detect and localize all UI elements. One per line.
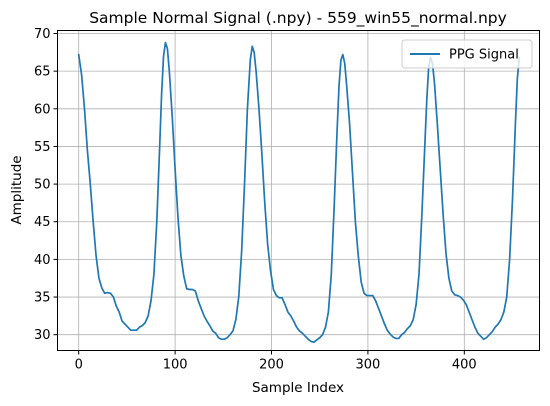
legend-box — [401, 39, 533, 69]
y-tick-label: 40 — [34, 253, 51, 268]
y-tick-label: 45 — [34, 215, 51, 230]
axis-ticks: 0 100 200 300 400 30 35 40 45 50 55 60 65 70 — [34, 27, 477, 372]
y-axis-label: Amplitude — [9, 155, 25, 224]
y-tick-label: 35 — [34, 291, 51, 306]
x-tick-label: 0 — [75, 358, 83, 373]
series-layer — [77, 41, 521, 344]
y-tick-label: 70 — [34, 27, 51, 42]
x-tick-label: 200 — [259, 358, 284, 373]
legend-entry-ppg-signal: PPG Signal — [449, 48, 519, 63]
x-tick-label: 300 — [355, 358, 380, 373]
y-tick-label: 50 — [34, 178, 51, 193]
series-line-0 — [77, 41, 521, 344]
chart-title: Sample Normal Signal (.npy) - 559_win55_… — [89, 9, 507, 28]
y-tick-label: 30 — [34, 328, 51, 343]
x-tick-label: 100 — [163, 358, 188, 373]
gridlines — [57, 30, 540, 351]
plot-frame — [57, 30, 540, 351]
y-tick-label: 60 — [34, 102, 51, 117]
y-tick-label: 55 — [34, 140, 51, 155]
y-tick-label: 65 — [34, 65, 51, 80]
legend: PPG Signal — [401, 39, 533, 69]
x-tick-label: 400 — [452, 358, 477, 373]
x-axis-label: Sample Index — [252, 380, 344, 396]
